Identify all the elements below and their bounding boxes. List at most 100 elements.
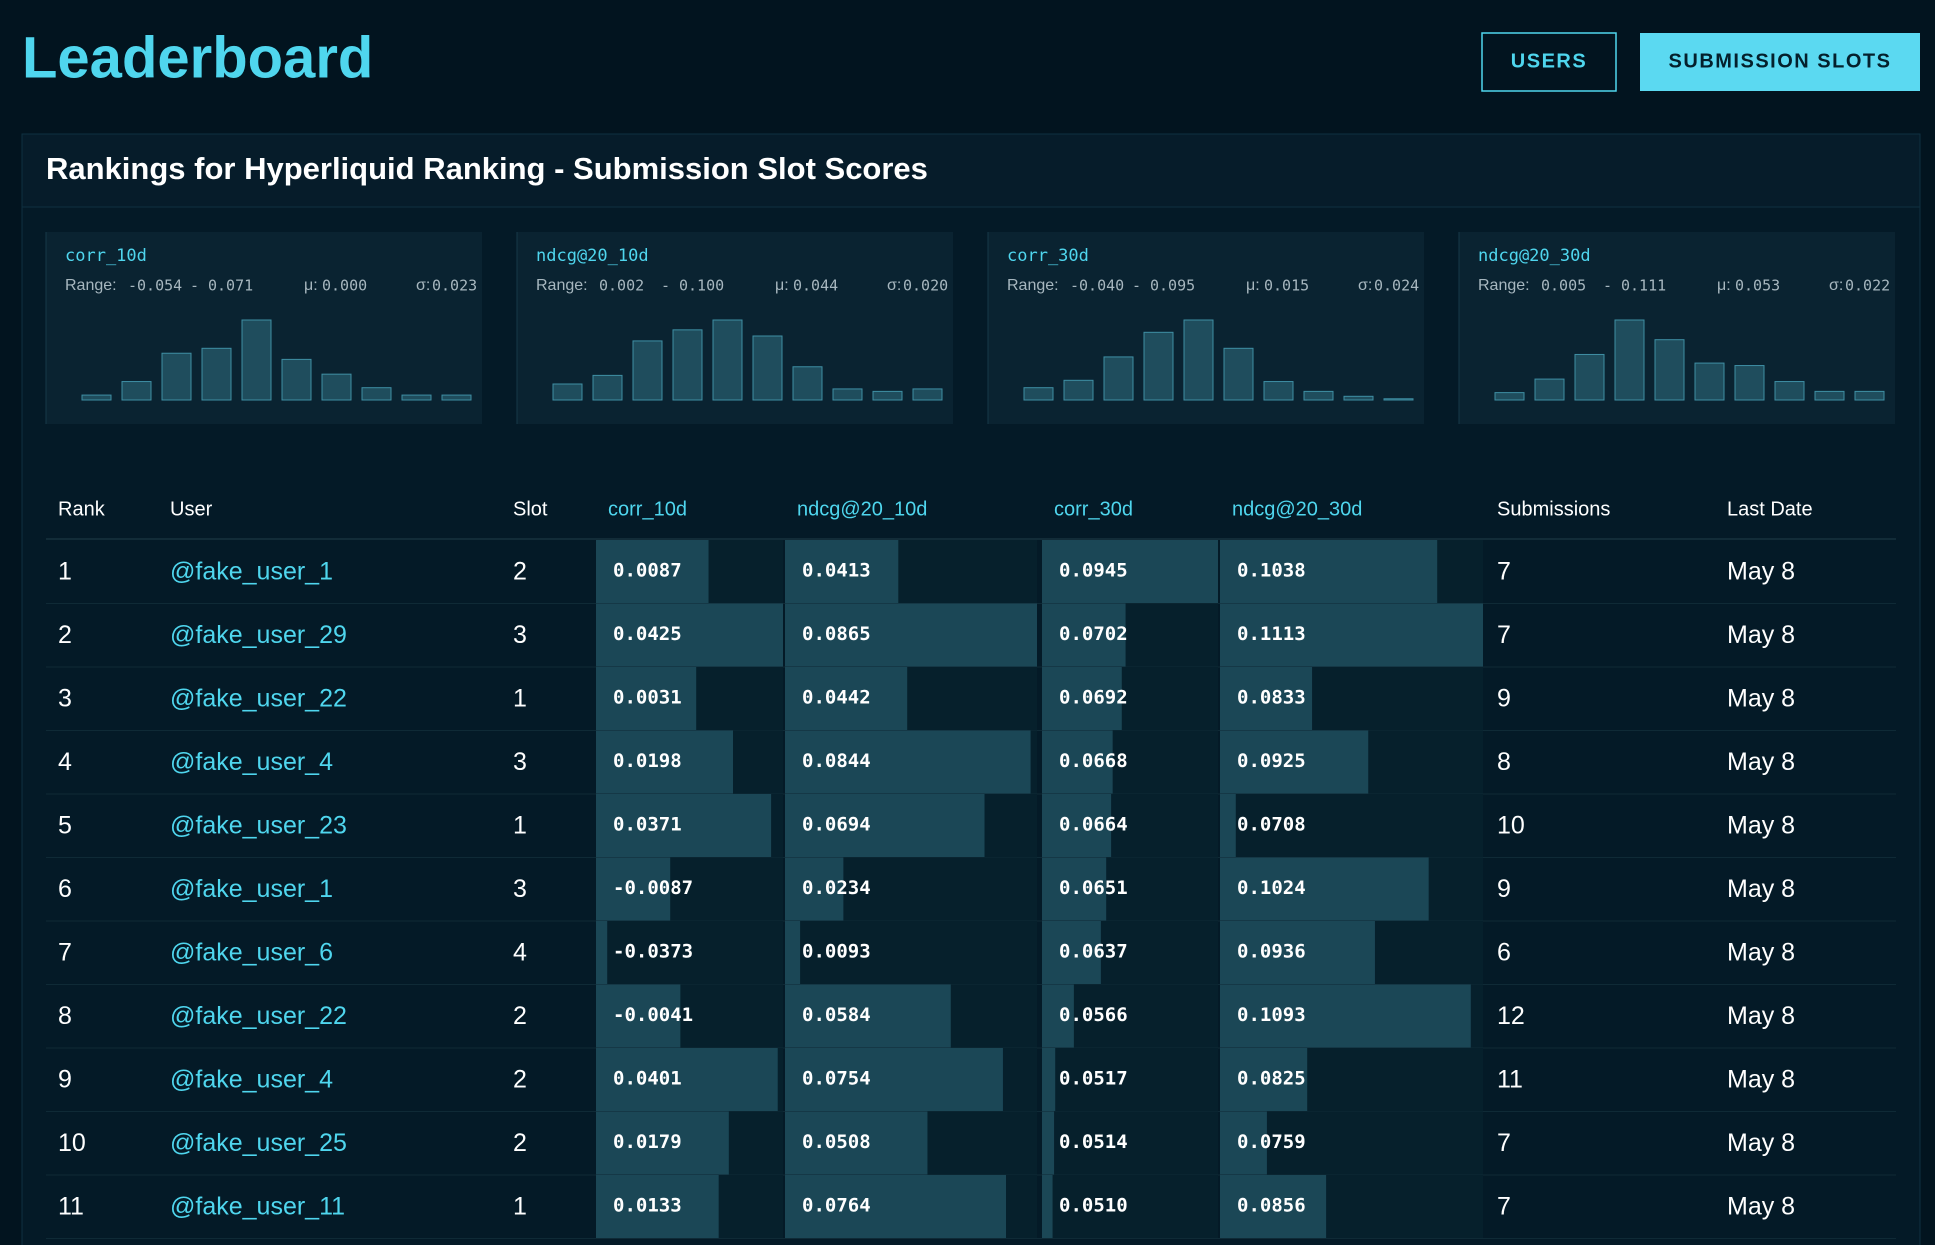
score-bar xyxy=(1220,603,1483,667)
score-bar xyxy=(1042,921,1101,985)
cell-text: 1 xyxy=(513,811,527,839)
user-link[interactable]: @fake_user_29 xyxy=(170,621,347,649)
histogram-name: corr_10d xyxy=(65,246,147,266)
score-value: 0.0442 xyxy=(802,686,871,708)
cell-text: 8 xyxy=(58,1002,72,1030)
score-value: 0.0401 xyxy=(613,1067,682,1089)
histogram-bar xyxy=(1694,362,1725,401)
users-button[interactable] xyxy=(1481,32,1617,92)
score-value: 0.0668 xyxy=(1059,750,1128,772)
histogram-bar xyxy=(281,358,312,401)
range-sep: - xyxy=(661,277,670,295)
cell-text: 6 xyxy=(1497,938,1511,966)
cell-text: May 8 xyxy=(1727,875,1795,903)
score-value: 0.0093 xyxy=(802,940,871,962)
user-link[interactable]: @fake_user_6 xyxy=(170,938,333,966)
cell-background xyxy=(785,921,1037,985)
cell-text: 1 xyxy=(58,557,72,585)
score-value: 0.0664 xyxy=(1059,813,1128,835)
score-value: 0.0692 xyxy=(1059,686,1128,708)
column-header: Submissions xyxy=(1497,498,1610,520)
score-bar xyxy=(596,603,783,667)
score-bar xyxy=(596,540,709,604)
score-bar xyxy=(596,1111,729,1175)
cell-text: May 8 xyxy=(1727,811,1795,839)
cell-text: 7 xyxy=(58,938,72,966)
score-bar xyxy=(1042,1048,1056,1112)
score-bar xyxy=(785,730,1031,794)
score-value: 0.0844 xyxy=(802,750,871,772)
score-value: -0.0373 xyxy=(613,940,693,962)
cell-text: May 8 xyxy=(1727,621,1795,649)
score-bar xyxy=(596,730,733,794)
score-bar xyxy=(596,667,697,731)
cell-text: 2 xyxy=(513,557,527,585)
user-link[interactable]: @fake_user_1 xyxy=(170,875,333,903)
column-header: Slot xyxy=(513,498,548,520)
histogram-name: ndcg@20_10d xyxy=(536,246,649,266)
score-value: 0.1038 xyxy=(1237,559,1306,581)
user-link[interactable]: @fake_user_4 xyxy=(170,748,333,776)
score-bar xyxy=(596,794,772,858)
score-value: 0.0754 xyxy=(802,1067,871,1089)
user-link[interactable]: @fake_user_22 xyxy=(170,684,347,712)
slots-button[interactable] xyxy=(1640,33,1920,91)
user-link[interactable]: @fake_user_1 xyxy=(170,557,333,585)
user-link[interactable]: @fake_user_22 xyxy=(170,1002,347,1030)
cell-background xyxy=(1220,794,1483,858)
histogram-bar xyxy=(552,383,583,401)
cell-text: 5 xyxy=(58,811,72,839)
range-min: -0.054 xyxy=(128,277,182,295)
cell-text: 2 xyxy=(513,1065,527,1093)
histogram-bar xyxy=(1263,381,1294,401)
cell-text: May 8 xyxy=(1727,748,1795,776)
score-bar xyxy=(1042,984,1074,1048)
score-value: 0.0510 xyxy=(1059,1194,1128,1216)
cell-text: 7 xyxy=(1497,557,1511,585)
histogram-bar xyxy=(1143,331,1174,401)
score-bar xyxy=(785,1111,928,1175)
histogram-bar xyxy=(441,394,472,401)
score-value: 0.0825 xyxy=(1237,1067,1306,1089)
slots-button-label[interactable]: SUBMISSION SLOTS xyxy=(1669,50,1892,72)
cell-text: 8 xyxy=(1497,748,1511,776)
mu-label: μ: xyxy=(775,277,789,294)
histogram-bar xyxy=(1734,365,1765,401)
cell-text: 3 xyxy=(513,748,527,776)
score-value: 0.0584 xyxy=(802,1004,871,1026)
mu-value: 0.053 xyxy=(1735,277,1780,295)
cell-text: 12 xyxy=(1497,1002,1525,1030)
score-value: 0.0234 xyxy=(802,877,871,899)
score-bar xyxy=(596,984,681,1048)
cell-background xyxy=(1042,1111,1218,1175)
cell-text: 7 xyxy=(1497,1129,1511,1157)
column-header: ndcg@20_30d xyxy=(1232,498,1362,520)
score-bar xyxy=(1042,857,1107,921)
cell-text: 1 xyxy=(513,1192,527,1220)
histogram-bar xyxy=(81,394,112,401)
range-label: Range: xyxy=(536,277,588,294)
score-bar xyxy=(785,1175,1007,1239)
panel-title: Rankings for Hyperliquid Ranking - Submi… xyxy=(46,151,928,186)
range-sep: - xyxy=(1603,277,1612,295)
histogram-bar xyxy=(1343,395,1374,401)
score-value: 0.0708 xyxy=(1237,813,1306,835)
histogram-bar xyxy=(321,373,352,401)
histogram-bar xyxy=(1223,347,1254,401)
user-link[interactable]: @fake_user_25 xyxy=(170,1129,347,1157)
histogram-bar xyxy=(241,319,272,401)
column-header: User xyxy=(170,498,213,520)
histogram-bar xyxy=(1023,387,1054,401)
user-link[interactable]: @fake_user_11 xyxy=(170,1192,345,1220)
users-button-label[interactable]: USERS xyxy=(1511,50,1587,72)
score-value: 0.0514 xyxy=(1059,1131,1128,1153)
column-header: Rank xyxy=(58,498,106,520)
user-link[interactable]: @fake_user_4 xyxy=(170,1065,333,1093)
histogram-bar xyxy=(161,352,192,401)
cell-text: May 8 xyxy=(1727,938,1795,966)
cell-text: 9 xyxy=(1497,875,1511,903)
user-link[interactable]: @fake_user_23 xyxy=(170,811,347,839)
histogram-bar xyxy=(1854,390,1885,401)
